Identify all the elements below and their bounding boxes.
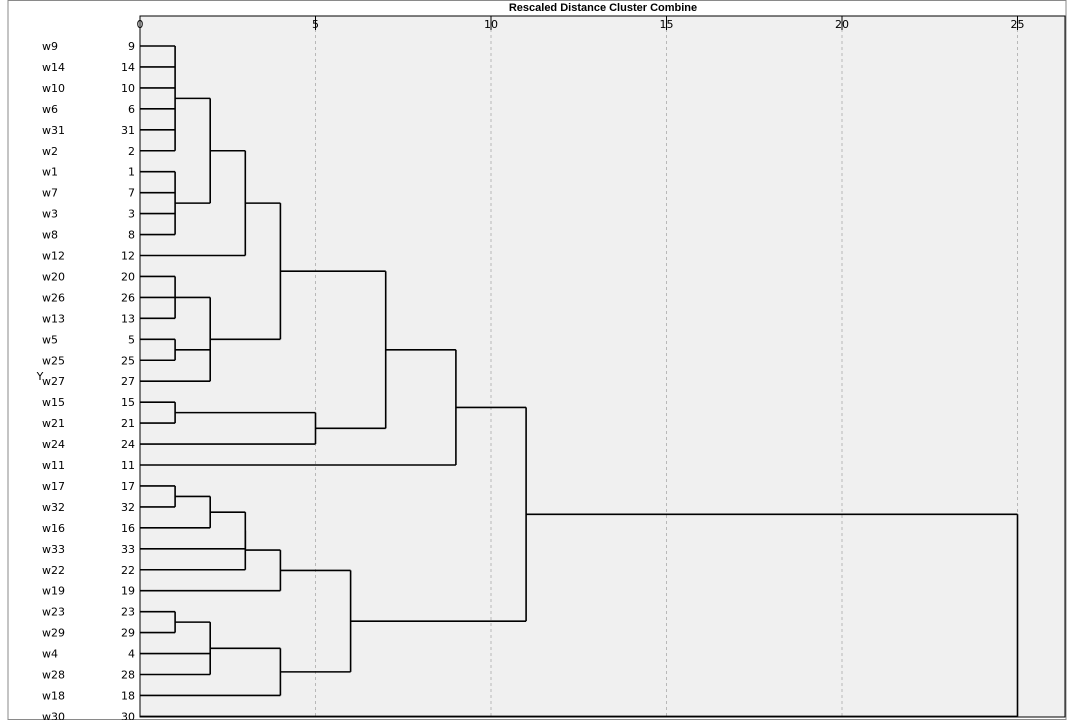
x-tick-label: 0 [137, 18, 144, 31]
leaf-number: 6 [128, 103, 135, 116]
leaf-number: 7 [128, 187, 135, 200]
leaf-name: w31 [42, 124, 65, 137]
leaf-number: 2 [128, 145, 135, 158]
leaf-name: w7 [42, 187, 58, 200]
dendrogram-links [140, 45, 1019, 718]
leaf-name: w26 [42, 291, 65, 304]
leaf-name: w21 [42, 417, 65, 430]
leaf-number: 22 [121, 564, 135, 577]
leaf-name: w18 [42, 689, 65, 702]
leaf-number: 24 [121, 438, 135, 451]
leaf-number: 13 [121, 312, 135, 325]
leaf-number: 31 [121, 124, 135, 137]
chart-title: Rescaled Distance Cluster Combine [509, 2, 697, 14]
leaf-name: w29 [42, 627, 65, 640]
leaf-number: 29 [121, 627, 135, 640]
leaf-name: w3 [42, 208, 58, 221]
leaf-number: 11 [121, 459, 135, 472]
leaf-number: 4 [128, 648, 135, 661]
leaf-number: 8 [128, 229, 135, 242]
leaf-number: 30 [121, 710, 135, 720]
grid-lines [315, 17, 1018, 716]
leaf-name: w20 [42, 270, 65, 283]
x-tick-label: 10 [484, 18, 498, 31]
leaf-number: 9 [128, 40, 135, 53]
leaf-name: w11 [42, 459, 65, 472]
leaf-name: w12 [42, 250, 65, 263]
leaf-name: w4 [42, 648, 58, 661]
leaf-number: 20 [121, 270, 135, 283]
y-axis-label: Y [36, 370, 44, 383]
leaf-name: w10 [42, 82, 65, 95]
leaf-number: 5 [128, 333, 135, 346]
leaf-name: w33 [42, 543, 65, 556]
leaf-name: w6 [42, 103, 58, 116]
leaf-name: w30 [42, 710, 65, 720]
leaf-number: 17 [121, 480, 135, 493]
x-axis: 0 5 10 15 20 25 [137, 16, 1025, 31]
leaf-name: w28 [42, 669, 65, 682]
leaf-name: w14 [42, 61, 65, 74]
leaf-name: w2 [42, 145, 58, 158]
leaf-number: 25 [121, 354, 135, 367]
leaf-number: 1 [128, 166, 135, 179]
leaf-number: 18 [121, 689, 135, 702]
leaf-name: w25 [42, 354, 65, 367]
leaf-number: 21 [121, 417, 135, 430]
leaf-name: w1 [42, 166, 58, 179]
x-tick-label: 25 [1011, 18, 1025, 31]
leaf-name: w32 [42, 501, 65, 514]
leaf-number: 12 [121, 250, 135, 263]
leaf-number: 26 [121, 291, 135, 304]
leaf-number: 15 [121, 396, 135, 409]
leaf-name: w22 [42, 564, 65, 577]
x-tick-label: 20 [835, 18, 849, 31]
leaf-name: w8 [42, 229, 58, 242]
leaf-number: 10 [121, 82, 135, 95]
leaf-number: 14 [121, 61, 135, 74]
leaf-number: 19 [121, 585, 135, 598]
leaf-name: w23 [42, 606, 65, 619]
plot-area [139, 15, 1066, 718]
leaf-number: 3 [128, 208, 135, 221]
leaf-name: w9 [42, 40, 58, 53]
leaf-name: w19 [42, 585, 65, 598]
leaf-number: 27 [121, 375, 135, 388]
leaf-name: w24 [42, 438, 65, 451]
leaf-number: 33 [121, 543, 135, 556]
leaf-name: w13 [42, 312, 65, 325]
leaf-number: 28 [121, 669, 135, 682]
leaf-name: w5 [42, 333, 58, 346]
leaf-number: 23 [121, 606, 135, 619]
leaf-name: w15 [42, 396, 65, 409]
leaf-name: w17 [42, 480, 65, 493]
leaf-number: 32 [121, 501, 135, 514]
leaf-name: w27 [42, 375, 65, 388]
leaf-name: w16 [42, 522, 65, 535]
x-tick-label: 5 [312, 18, 319, 31]
leaf-number: 16 [121, 522, 135, 535]
x-tick-label: 15 [660, 18, 674, 31]
